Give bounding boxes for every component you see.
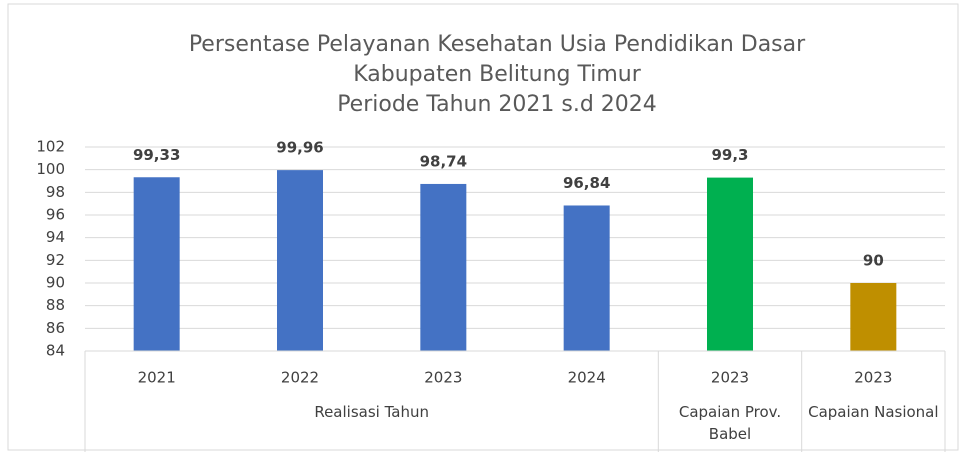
- value-label: 96,84: [563, 174, 610, 192]
- group-label: Realisasi Tahun: [314, 403, 429, 421]
- chart-title: Kabupaten Belitung Timur: [353, 62, 642, 87]
- group-label-box: Capaian Nasional: [808, 403, 939, 421]
- x-tick-label: 2023: [854, 369, 892, 387]
- bar: [707, 177, 753, 351]
- value-label: 99,96: [276, 139, 323, 157]
- group-label: Capaian Nasional: [808, 403, 939, 421]
- x-tick-label: 2023: [711, 369, 749, 387]
- x-tick-label: 2023: [424, 369, 462, 387]
- chart-title: Periode Tahun 2021 s.d 2024: [337, 92, 657, 117]
- value-label: 99,3: [711, 146, 748, 164]
- value-label: 90: [863, 252, 884, 270]
- bar: [133, 177, 180, 351]
- value-label: 98,74: [420, 152, 467, 170]
- y-tick-label: 86: [46, 319, 65, 337]
- group-label-box: Realisasi Tahun: [314, 403, 429, 421]
- y-tick-label: 84: [46, 342, 65, 360]
- y-tick-label: 90: [46, 274, 65, 292]
- chart-title: Persentase Pelayanan Kesehatan Usia Pend…: [189, 32, 806, 57]
- group-label-box: Capaian Prov. Babel: [678, 403, 782, 443]
- y-tick-label: 94: [46, 228, 65, 246]
- y-tick-label: 92: [46, 251, 65, 269]
- bar: [277, 170, 323, 351]
- y-tick-label: 100: [36, 160, 65, 178]
- group-label: Capaian Prov. Babel: [678, 403, 782, 443]
- x-tick-label: 2022: [281, 369, 319, 387]
- y-tick-label: 102: [36, 138, 65, 156]
- bar: [850, 283, 897, 351]
- bar: [563, 205, 610, 351]
- value-label: 99,33: [133, 146, 180, 164]
- x-tick-label: 2021: [138, 369, 176, 387]
- x-tick-label: 2024: [568, 369, 606, 387]
- y-tick-label: 96: [46, 206, 65, 224]
- bar: [420, 183, 467, 351]
- y-tick-label: 88: [46, 296, 65, 314]
- y-tick-label: 98: [46, 183, 65, 201]
